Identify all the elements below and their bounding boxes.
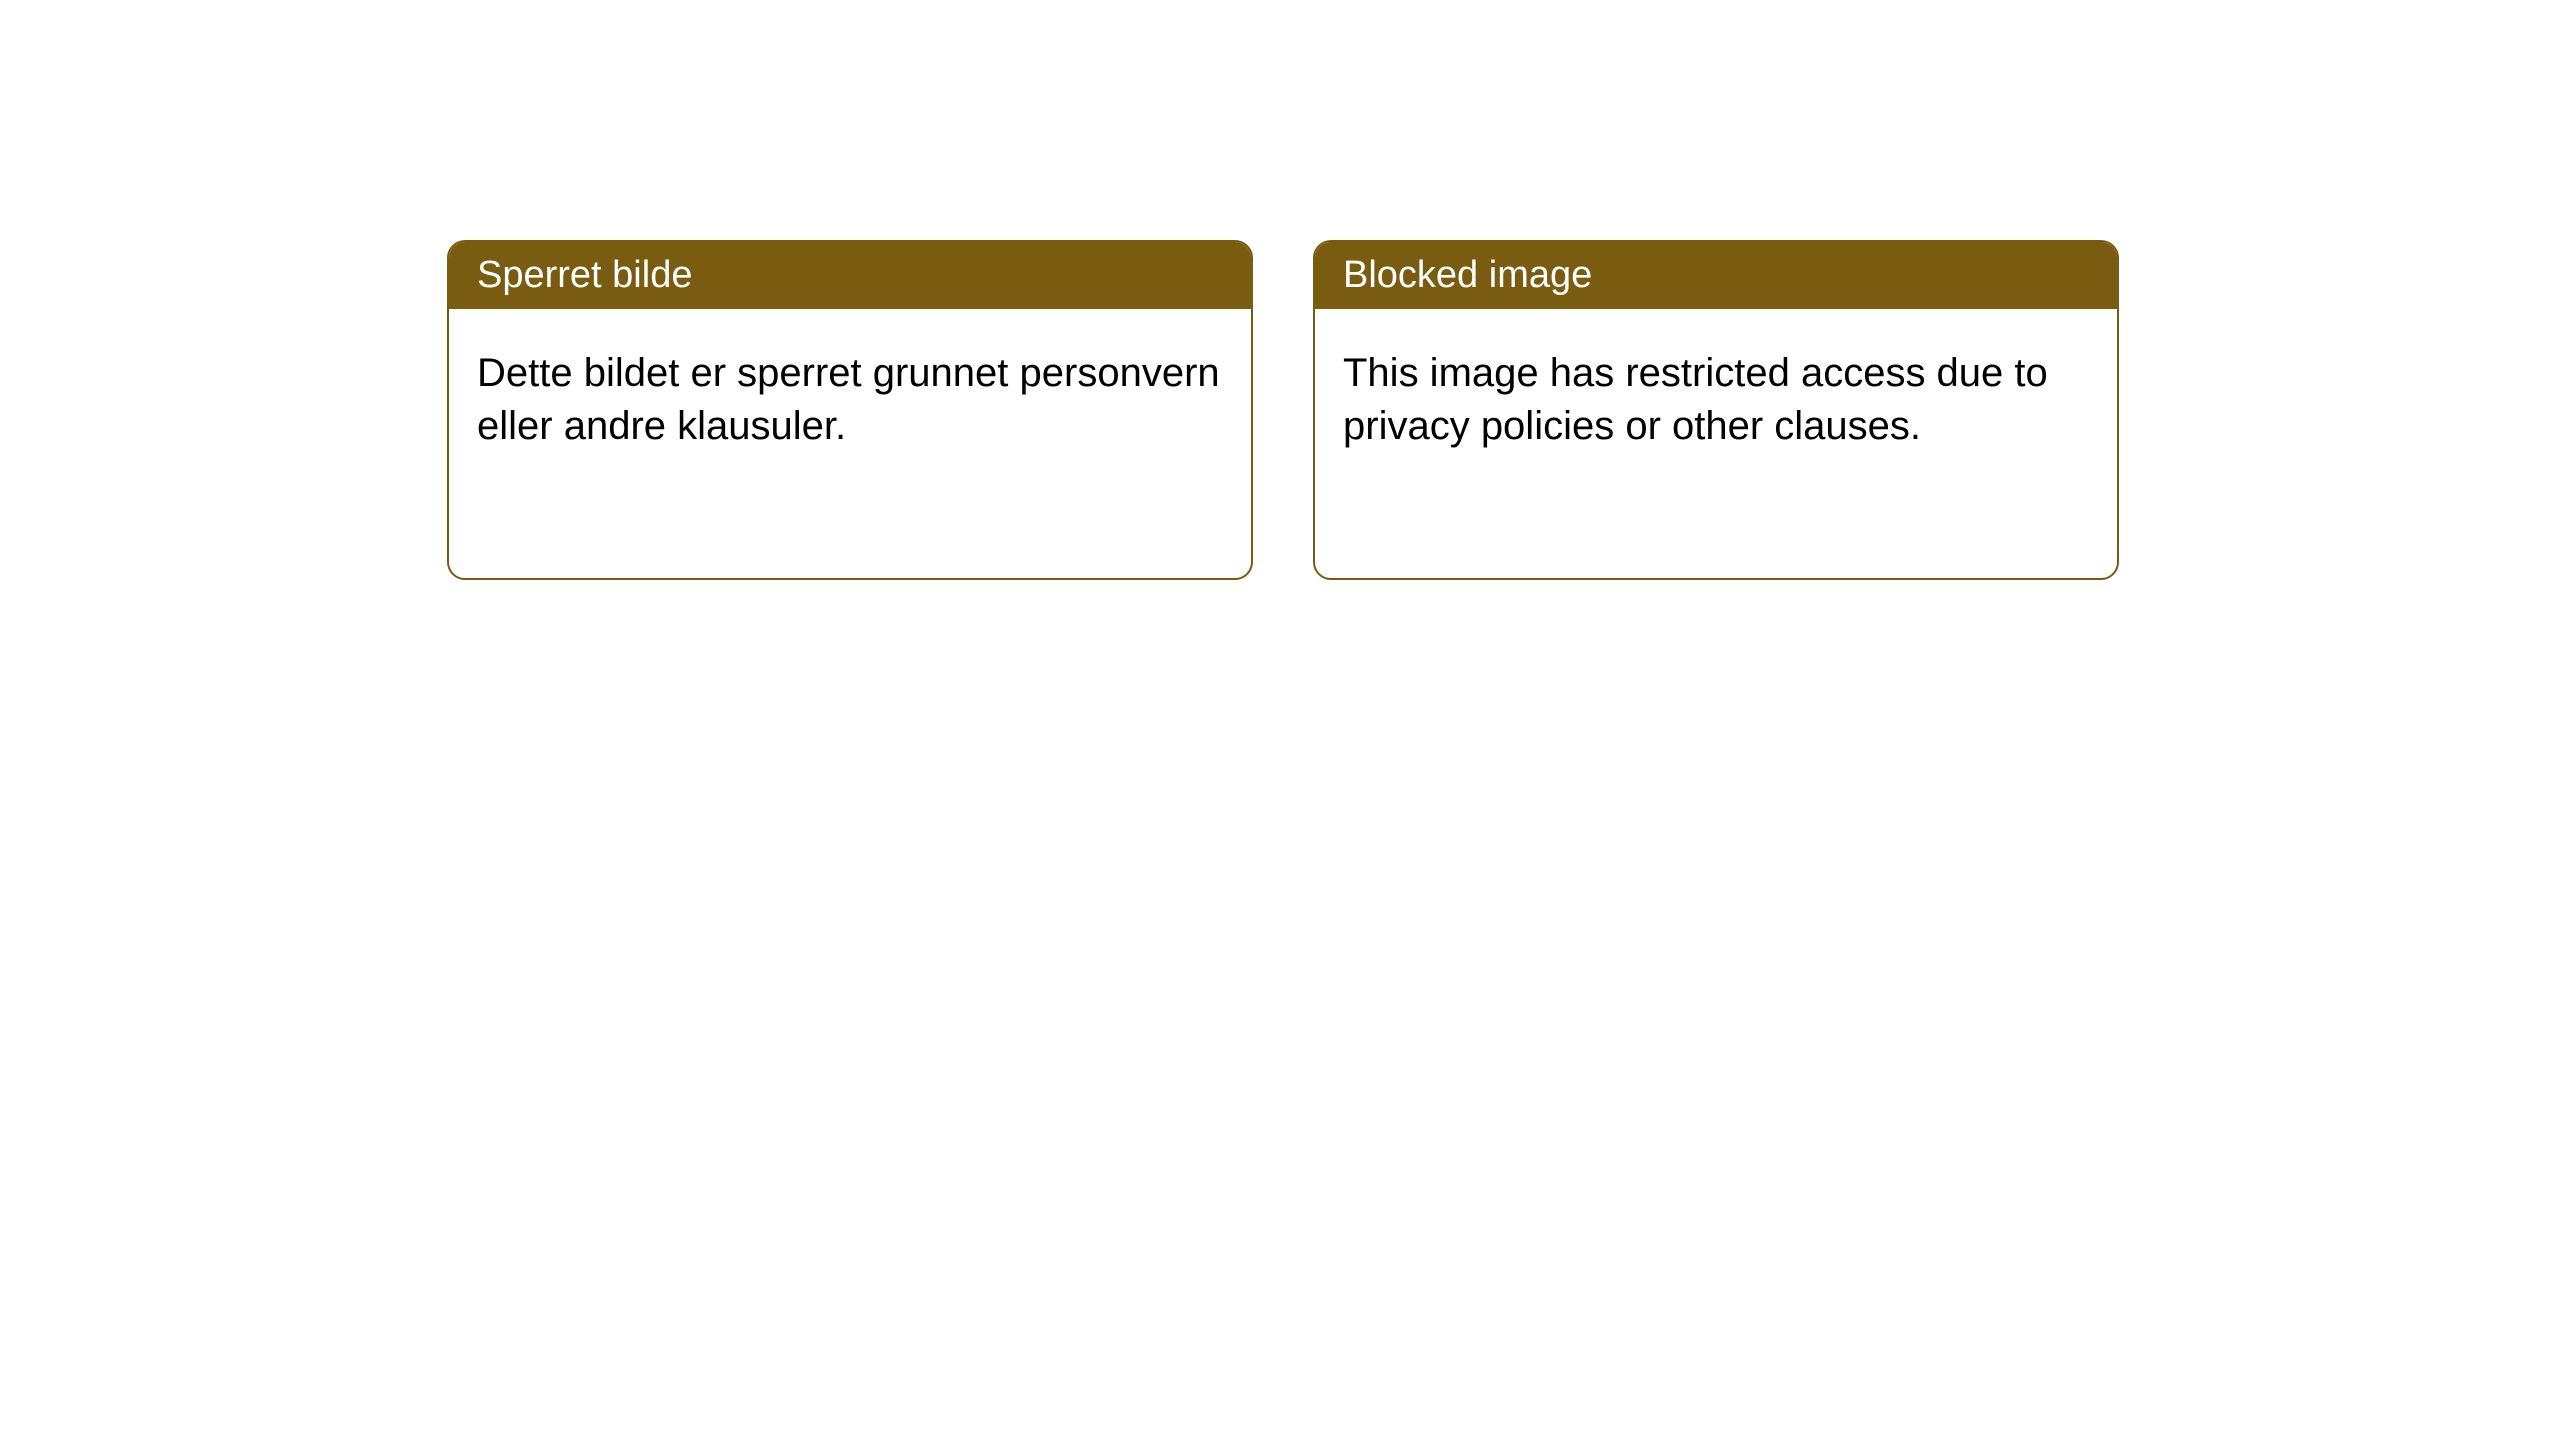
notice-title: Blocked image bbox=[1315, 242, 2117, 309]
notice-card-norwegian: Sperret bilde Dette bildet er sperret gr… bbox=[447, 240, 1253, 580]
notice-card-english: Blocked image This image has restricted … bbox=[1313, 240, 2119, 580]
notice-container: Sperret bilde Dette bildet er sperret gr… bbox=[0, 0, 2560, 580]
notice-title: Sperret bilde bbox=[449, 242, 1251, 309]
notice-body: Dette bildet er sperret grunnet personve… bbox=[449, 309, 1251, 491]
notice-body: This image has restricted access due to … bbox=[1315, 309, 2117, 491]
